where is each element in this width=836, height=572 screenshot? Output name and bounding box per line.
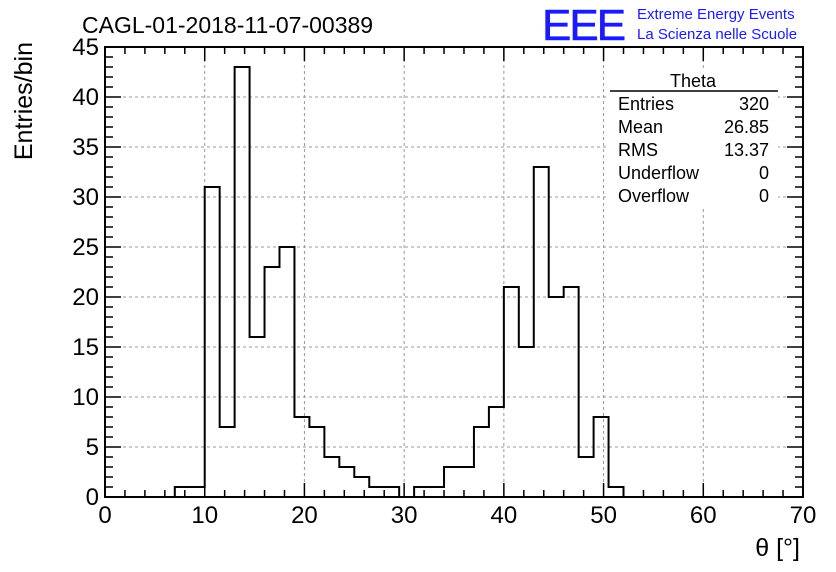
y-axis-label: Entries/bin bbox=[10, 42, 38, 160]
x-tick-label: 0 bbox=[98, 502, 111, 529]
x-axis-label: θ [°] bbox=[755, 534, 800, 562]
stats-value: 0 bbox=[759, 186, 769, 206]
histogram-bin bbox=[459, 467, 474, 497]
histogram-bin bbox=[205, 187, 220, 497]
stats-label: Overflow bbox=[618, 186, 690, 206]
x-tick-label: 70 bbox=[790, 502, 817, 529]
logo-line-1: Extreme Energy Events bbox=[637, 6, 795, 23]
chart-title: CAGL-01-2018-11-07-00389 bbox=[82, 12, 373, 38]
histogram-bin bbox=[220, 427, 235, 497]
y-tick-label: 45 bbox=[72, 34, 99, 61]
x-tick-label: 60 bbox=[690, 502, 717, 529]
stats-value: 26.85 bbox=[724, 117, 769, 137]
histogram-bin bbox=[294, 417, 309, 497]
histogram-bin bbox=[594, 417, 609, 497]
stats-label: RMS bbox=[618, 140, 658, 160]
logo-mark: EEE bbox=[542, 1, 625, 50]
stats-value: 13.37 bbox=[724, 140, 769, 160]
histogram-outline bbox=[173, 66, 625, 498]
histogram-bin bbox=[474, 427, 489, 497]
histogram-bin bbox=[339, 467, 354, 497]
histogram-bin bbox=[190, 487, 205, 497]
histogram-bin bbox=[309, 427, 324, 497]
stats-box-title: Theta bbox=[670, 71, 717, 91]
stats-label: Entries bbox=[618, 94, 674, 114]
histogram-bin bbox=[489, 407, 504, 497]
y-tick-label: 15 bbox=[72, 334, 99, 361]
histogram-bin bbox=[609, 487, 624, 497]
histogram-bin bbox=[384, 487, 399, 497]
histogram-bin bbox=[564, 287, 579, 497]
y-tick-label: 10 bbox=[72, 384, 99, 411]
histogram-bin bbox=[579, 457, 594, 497]
histogram-bin bbox=[414, 487, 429, 497]
y-tick-label: 25 bbox=[72, 234, 99, 261]
histogram-bin bbox=[324, 457, 339, 497]
histogram-bin bbox=[429, 487, 444, 497]
y-tick-label: 5 bbox=[86, 434, 99, 461]
histogram-bin bbox=[549, 297, 564, 497]
x-tick-label: 30 bbox=[391, 502, 418, 529]
stats-label: Mean bbox=[618, 117, 663, 137]
histogram-bin bbox=[354, 477, 369, 497]
histogram-bin bbox=[280, 247, 295, 497]
y-tick-label: 30 bbox=[72, 184, 99, 211]
histogram-bin bbox=[534, 167, 549, 497]
histogram-bin bbox=[235, 67, 250, 497]
y-tick-label: 20 bbox=[72, 284, 99, 311]
x-tick-label: 20 bbox=[291, 502, 318, 529]
stats-box: Theta Entries 320 Mean 26.85 RMS 13.37 Underfl… bbox=[608, 70, 778, 208]
x-tick-label: 40 bbox=[491, 502, 518, 529]
histogram-bin bbox=[175, 487, 190, 497]
histogram-bin bbox=[519, 347, 534, 497]
stats-label: Underflow bbox=[618, 163, 700, 183]
x-tick-label: 50 bbox=[590, 502, 617, 529]
y-tick-label: 40 bbox=[72, 84, 99, 111]
histogram-bin bbox=[265, 267, 280, 497]
stats-box-frame bbox=[608, 70, 778, 208]
plot-frame bbox=[104, 46, 804, 498]
y-tick-label: 0 bbox=[86, 484, 99, 511]
histogram-bin bbox=[250, 337, 265, 497]
stats-value: 0 bbox=[759, 163, 769, 183]
eee-logo: EEE Extreme Energy Events La Scienza nel… bbox=[542, 1, 797, 51]
y-tick-label: 35 bbox=[72, 134, 99, 161]
x-tick-label: 10 bbox=[191, 502, 218, 529]
stats-value: 320 bbox=[739, 94, 769, 114]
axes bbox=[104, 46, 804, 498]
stats-rows: Entries 320 Mean 26.85 RMS 13.37 Underflow 0 Ove… bbox=[618, 94, 769, 206]
histogram-bars bbox=[173, 66, 625, 498]
histogram-bin bbox=[369, 487, 384, 497]
histogram-bin bbox=[444, 467, 459, 497]
histogram-bin bbox=[504, 287, 519, 497]
logo-line-2: La Scienza nelle Scuole bbox=[637, 26, 797, 43]
tick-labels: 0 10 20 30 40 50 60 70 0 5 10 15 20 25 30 35 40 45 bbox=[72, 34, 816, 529]
